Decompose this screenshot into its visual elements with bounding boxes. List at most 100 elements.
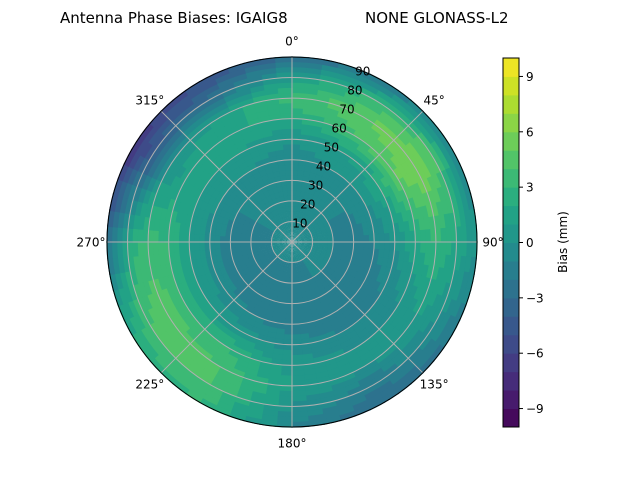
contour-cell <box>193 232 200 243</box>
contour-cell <box>183 241 190 253</box>
colorbar-band <box>503 113 519 133</box>
contour-cell <box>306 223 313 229</box>
contour-cell <box>122 300 135 320</box>
contour-cell <box>200 328 214 342</box>
contour-cell <box>286 246 290 252</box>
contour-cell <box>332 148 345 158</box>
contour-cell <box>388 170 400 184</box>
contour-cell <box>162 195 172 210</box>
contour-cell <box>358 379 376 392</box>
contour-cell <box>403 103 421 120</box>
contour-cell <box>324 330 337 340</box>
contour-cell <box>412 287 424 302</box>
contour-cell <box>164 326 179 343</box>
angular-tick-label: 90° <box>482 236 503 250</box>
contour-cell <box>336 228 344 235</box>
contour-cell <box>273 191 281 199</box>
contour-cell <box>220 338 234 350</box>
contour-cell <box>330 321 342 332</box>
contour-cell <box>300 128 313 136</box>
contour-cell <box>153 353 170 371</box>
contour-cell <box>384 232 391 243</box>
contour-cell <box>413 152 427 169</box>
contour-cell <box>399 241 406 253</box>
contour-cell <box>285 226 289 233</box>
contour-cell <box>302 301 310 309</box>
contour-cell <box>398 270 407 284</box>
contour-cell <box>267 103 282 111</box>
contour-cell <box>297 249 303 256</box>
contour-cell <box>362 228 370 237</box>
contour-cell <box>193 187 204 200</box>
contour-cell <box>134 199 144 217</box>
contour-cell <box>455 286 467 305</box>
contour-cell <box>204 161 217 174</box>
contour-cell <box>386 312 399 326</box>
contour-cell <box>287 231 291 238</box>
contour-cell <box>324 144 337 154</box>
contour-cell <box>286 226 290 233</box>
contour-cell <box>296 244 302 249</box>
contour-cell <box>423 252 431 267</box>
contour-cell <box>291 174 299 181</box>
contour-cell <box>308 260 315 267</box>
contour-cell <box>412 182 424 197</box>
contour-cell <box>364 150 377 163</box>
contour-cell <box>375 273 385 284</box>
contour-cell <box>117 179 129 198</box>
contour-cell <box>400 340 416 356</box>
contour-cell <box>460 271 470 290</box>
contour-cell <box>266 256 273 263</box>
contour-cell <box>311 247 318 252</box>
contour-cell <box>224 247 232 255</box>
contour-cell <box>421 128 437 146</box>
contour-cell <box>292 231 294 237</box>
contour-cell <box>368 127 383 141</box>
contour-cell <box>283 323 293 330</box>
contour-cell <box>296 237 303 241</box>
contour-cell <box>280 179 288 187</box>
contour-cell <box>287 246 291 253</box>
contour-cell <box>390 350 406 366</box>
contour-cell <box>352 404 372 417</box>
contour-cell <box>194 249 201 260</box>
contour-cell <box>375 179 387 192</box>
contour-cell <box>296 292 303 299</box>
contour-cell <box>255 241 262 246</box>
contour-cell <box>170 161 183 176</box>
contour-cell <box>142 279 153 296</box>
contour-cell <box>276 213 282 220</box>
contour-cell <box>132 312 146 331</box>
contour-cell <box>362 388 381 402</box>
contour-cell <box>223 138 236 150</box>
contour-cell <box>309 228 316 234</box>
contour-cell <box>356 253 364 262</box>
contour-cell <box>243 339 256 350</box>
contour-cell <box>342 147 355 159</box>
contour-cell <box>304 214 311 222</box>
contour-cell <box>284 221 289 228</box>
contour-cell <box>296 239 303 242</box>
contour-cell <box>306 261 313 268</box>
contour-cell <box>398 281 409 295</box>
contour-cell <box>269 260 276 267</box>
contour-cell <box>241 130 254 140</box>
contour-cell <box>430 140 445 158</box>
contour-cell <box>414 353 431 371</box>
contour-cell <box>173 241 180 253</box>
contour-cell <box>198 303 210 316</box>
contour-cell <box>353 342 367 355</box>
contour-cell <box>303 306 312 314</box>
contour-cell <box>279 369 293 377</box>
contour-cell <box>389 289 400 302</box>
contour-cell <box>409 155 422 171</box>
contour-cell <box>374 303 386 316</box>
contour-cell <box>211 140 225 152</box>
contour-cell <box>206 297 218 309</box>
contour-cell <box>367 73 386 87</box>
contour-cell <box>277 233 284 238</box>
contour-cell <box>291 421 310 428</box>
contour-cell <box>184 289 195 302</box>
contour-cell <box>270 243 277 246</box>
contour-cell <box>291 354 303 361</box>
